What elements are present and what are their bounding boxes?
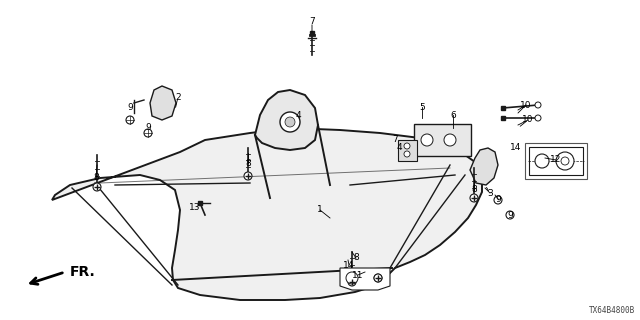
FancyBboxPatch shape bbox=[414, 124, 471, 156]
Text: 12: 12 bbox=[550, 156, 562, 164]
Text: 9: 9 bbox=[145, 123, 151, 132]
Circle shape bbox=[280, 112, 300, 132]
Text: 4: 4 bbox=[396, 143, 402, 153]
Circle shape bbox=[535, 154, 549, 168]
Text: 4: 4 bbox=[295, 110, 301, 119]
Circle shape bbox=[93, 183, 101, 191]
Polygon shape bbox=[340, 268, 390, 290]
Text: 9: 9 bbox=[495, 196, 501, 204]
Circle shape bbox=[535, 115, 541, 121]
Text: 13: 13 bbox=[189, 203, 201, 212]
FancyBboxPatch shape bbox=[529, 147, 583, 175]
Text: 5: 5 bbox=[419, 102, 425, 111]
Circle shape bbox=[404, 151, 410, 157]
Circle shape bbox=[348, 278, 356, 286]
Bar bbox=[525, 143, 587, 179]
Circle shape bbox=[285, 117, 295, 127]
Text: 8: 8 bbox=[245, 158, 251, 167]
Text: 14: 14 bbox=[343, 260, 355, 269]
Text: 1: 1 bbox=[317, 205, 323, 214]
Circle shape bbox=[470, 194, 478, 202]
Circle shape bbox=[374, 274, 382, 282]
Circle shape bbox=[244, 172, 252, 180]
Text: 8: 8 bbox=[353, 253, 359, 262]
Polygon shape bbox=[150, 86, 176, 120]
Text: 3: 3 bbox=[487, 188, 493, 197]
Text: 10: 10 bbox=[522, 116, 534, 124]
Text: 9: 9 bbox=[127, 103, 133, 113]
Text: 8: 8 bbox=[471, 186, 477, 195]
Circle shape bbox=[346, 272, 358, 284]
Polygon shape bbox=[255, 90, 318, 150]
Text: 14: 14 bbox=[510, 143, 522, 153]
Circle shape bbox=[494, 196, 502, 204]
Circle shape bbox=[506, 211, 514, 219]
Circle shape bbox=[444, 134, 456, 146]
Text: 6: 6 bbox=[450, 110, 456, 119]
Circle shape bbox=[126, 116, 134, 124]
Text: TX64B4800B: TX64B4800B bbox=[589, 306, 635, 315]
Text: 8: 8 bbox=[93, 173, 99, 182]
Polygon shape bbox=[52, 128, 482, 300]
Text: 11: 11 bbox=[352, 270, 364, 279]
Text: 9: 9 bbox=[507, 211, 513, 220]
Text: 7: 7 bbox=[392, 135, 398, 145]
Circle shape bbox=[421, 134, 433, 146]
Circle shape bbox=[144, 129, 152, 137]
Text: 10: 10 bbox=[520, 100, 532, 109]
Circle shape bbox=[556, 152, 574, 170]
Circle shape bbox=[535, 102, 541, 108]
Circle shape bbox=[561, 157, 569, 165]
Text: FR.: FR. bbox=[70, 265, 96, 279]
Text: 2: 2 bbox=[175, 92, 181, 101]
Text: 7: 7 bbox=[309, 18, 315, 27]
Circle shape bbox=[374, 274, 382, 282]
Circle shape bbox=[404, 143, 410, 149]
Polygon shape bbox=[470, 148, 498, 185]
FancyBboxPatch shape bbox=[397, 140, 417, 161]
